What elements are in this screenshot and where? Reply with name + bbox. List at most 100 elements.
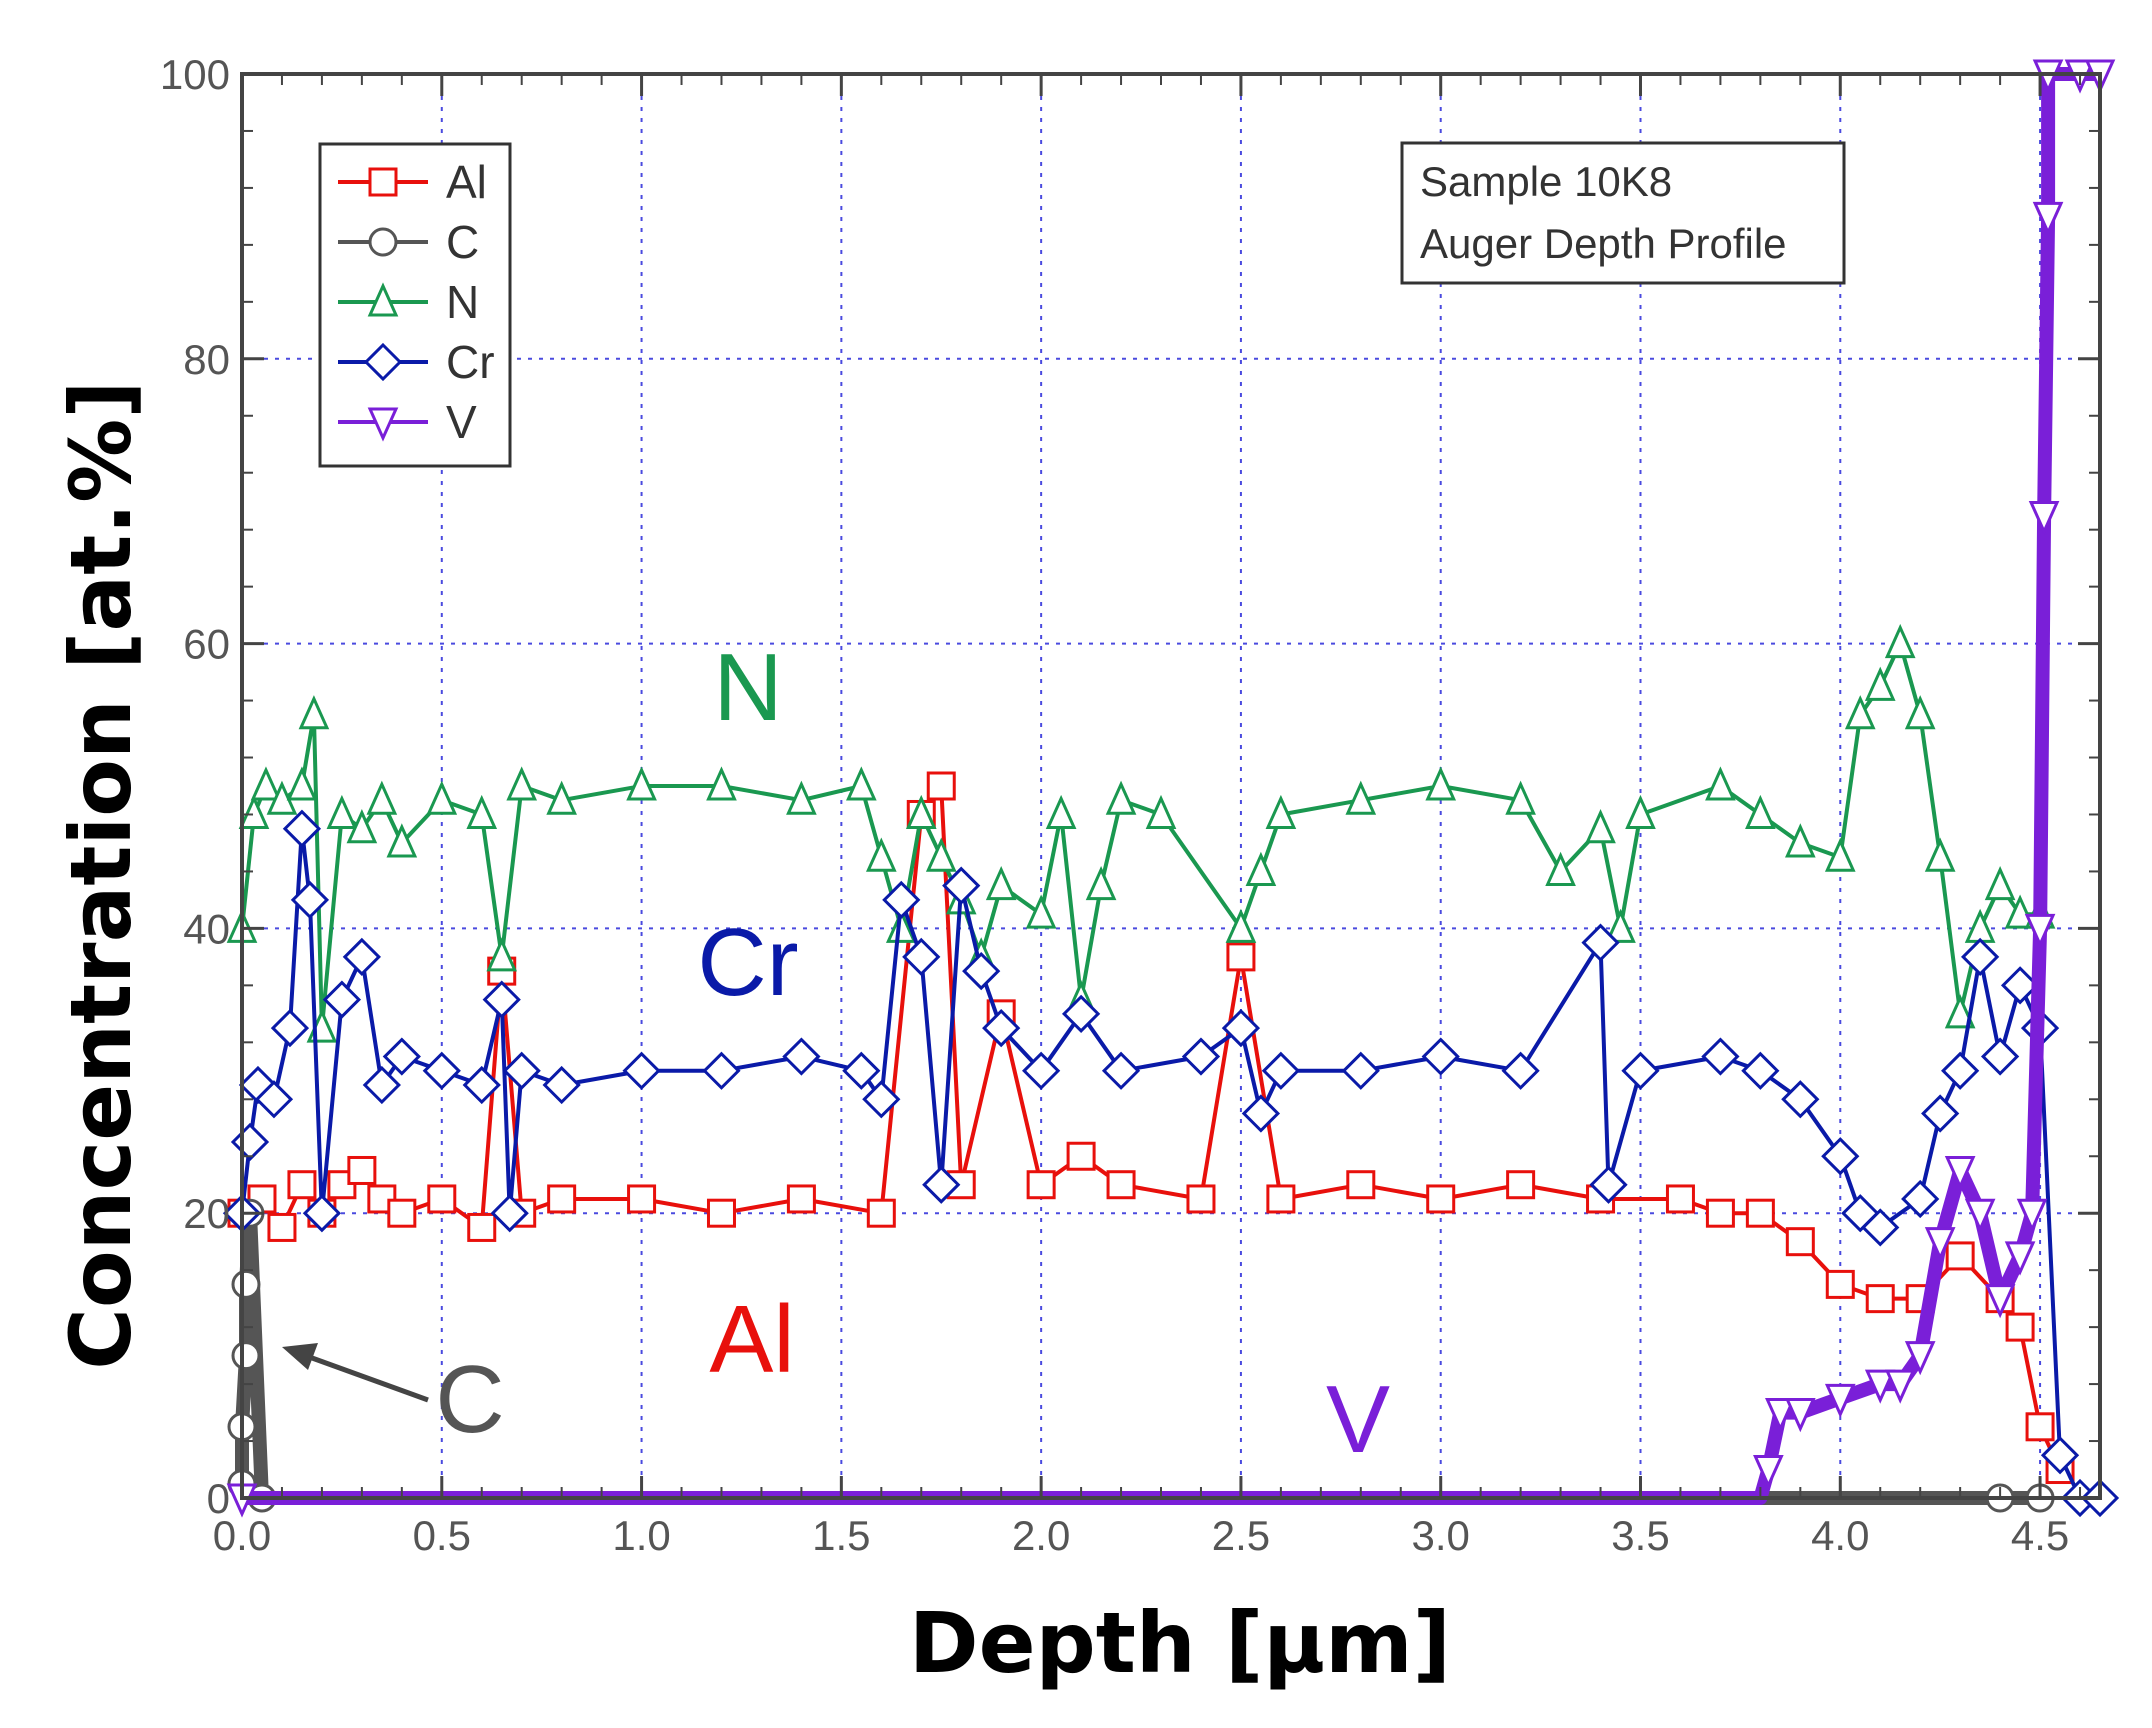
data-point (1984, 866, 2016, 901)
infobox-line1: Sample 10K8 (1420, 158, 1672, 205)
data-point (462, 1065, 501, 1105)
data-point (1261, 1051, 1301, 1090)
data-point (1061, 994, 1101, 1033)
y-tick-label: 40 (183, 905, 230, 952)
plot-frame (240, 72, 2102, 1500)
data-point (346, 809, 378, 844)
data-point (1621, 1051, 1660, 1090)
data-point (267, 1212, 297, 1242)
annotation-cr: Cr (697, 909, 798, 1016)
data-point (1266, 1184, 1296, 1214)
data-point (1961, 937, 2000, 977)
x-tick-label: 0.5 (413, 1512, 471, 1559)
data-point (368, 227, 398, 257)
data-point (347, 1155, 377, 1185)
data-point (466, 794, 498, 829)
data-point (367, 282, 399, 317)
data-point (1341, 1051, 1380, 1090)
data-point (502, 1051, 541, 1090)
data-point (1785, 823, 1816, 858)
data-point (2028, 500, 2060, 536)
annotation-v: V (1326, 1366, 1390, 1473)
data-point (542, 1065, 581, 1105)
x-tick-label: 4.0 (1811, 1512, 1869, 1559)
data-point (1821, 1137, 1860, 1176)
y-tick-label: 100 (160, 51, 230, 98)
data-point (627, 1184, 657, 1214)
data-point (1765, 1398, 1796, 1433)
data-point (1545, 851, 1576, 886)
data-point (1824, 837, 1856, 872)
data-point (1984, 1284, 2016, 1319)
data-point (622, 1051, 661, 1090)
data-point (250, 766, 282, 801)
data-point (2004, 1241, 2036, 1276)
data-point (270, 1008, 310, 1048)
data-point (1785, 1227, 1815, 1257)
data-point (1221, 1008, 1261, 1048)
data-point (290, 880, 330, 920)
data-point (1265, 794, 1297, 829)
data-point (426, 780, 458, 815)
data-point (905, 794, 937, 829)
data-point (486, 937, 518, 972)
data-point (1741, 1051, 1780, 1090)
series-cr (222, 809, 2120, 1518)
data-point (702, 1051, 741, 1090)
data-point (2032, 201, 2064, 237)
data-point (1753, 1455, 1784, 1490)
data-point (1581, 923, 1620, 962)
data-point (1941, 1051, 1980, 1090)
data-point (1745, 1198, 1775, 1228)
data-point (985, 866, 1017, 901)
data-point (925, 837, 957, 872)
plot-background (242, 74, 2100, 1498)
x-tick-label: 2.0 (1012, 1512, 1070, 1559)
data-point (1901, 1179, 1940, 1219)
x-axis-title: Depth [μm] (909, 1594, 1451, 1692)
data-point (786, 780, 817, 815)
data-point (1701, 1037, 1740, 1076)
data-point (367, 407, 399, 442)
infobox: Sample 10K8 Auger Depth Profile (1400, 141, 1846, 285)
legend-item-c: C (338, 216, 479, 268)
data-point (547, 1184, 577, 1214)
data-point (1425, 766, 1457, 801)
data-point (982, 1008, 1021, 1048)
legend-item-cr: Cr (338, 336, 495, 388)
data-point (298, 695, 330, 730)
data-point (1025, 894, 1057, 929)
x-tick-label: 3.5 (1611, 1512, 1669, 1559)
legend: Al CN Cr V (318, 142, 512, 468)
data-point (482, 980, 521, 1019)
data-point (1066, 1141, 1096, 1171)
data-point (382, 1037, 421, 1076)
data-point (1505, 780, 1536, 815)
data-point (865, 837, 897, 872)
x-tick-label: 1.5 (812, 1512, 870, 1559)
legend-item-al: Al (338, 156, 487, 208)
plot-area (242, 74, 2100, 1498)
plot-border (240, 72, 2102, 1500)
data-point (2025, 1412, 2055, 1442)
annotation-al: Al (709, 1286, 794, 1393)
data-point (386, 823, 418, 858)
data-point (1225, 908, 1257, 943)
data-point (866, 1198, 896, 1228)
x-tick-label: 0.0 (213, 1512, 271, 1559)
data-point (626, 766, 657, 801)
y-axis-title: Concentration [at.%] (52, 380, 150, 1369)
data-point (1924, 1227, 1956, 1262)
data-point (1865, 1284, 1895, 1314)
data-point (1884, 623, 1916, 659)
series-line-cr (240, 826, 2100, 1500)
data-point (322, 980, 362, 1019)
x-tick-label: 2.5 (1212, 1512, 1270, 1559)
data-point (1705, 766, 1736, 801)
data-point (1781, 1080, 1820, 1119)
data-point (1945, 1241, 1975, 1271)
data-point (1924, 837, 1956, 872)
annotation-c-arrow (282, 1343, 429, 1403)
data-point (231, 1269, 261, 1299)
data-point (1884, 1369, 1916, 1404)
